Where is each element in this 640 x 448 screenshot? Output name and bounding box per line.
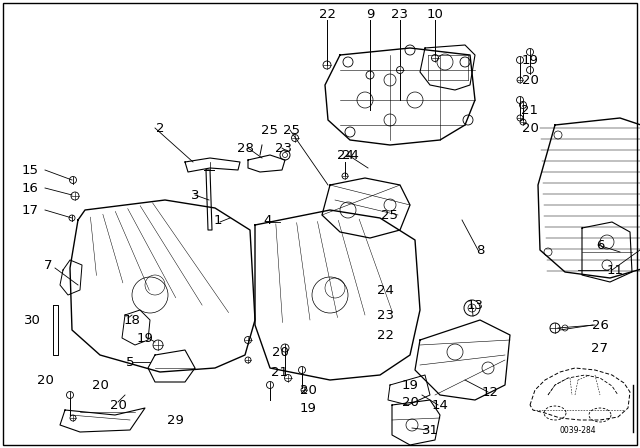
Text: 25: 25 bbox=[262, 124, 278, 137]
Text: 26: 26 bbox=[591, 319, 609, 332]
Text: 19: 19 bbox=[522, 53, 538, 66]
Text: 25: 25 bbox=[381, 208, 399, 221]
Text: 16: 16 bbox=[22, 181, 38, 194]
Text: 8: 8 bbox=[476, 244, 484, 257]
Text: 20: 20 bbox=[36, 374, 53, 387]
Text: 28: 28 bbox=[237, 142, 253, 155]
Text: 20: 20 bbox=[401, 396, 419, 409]
Text: 10: 10 bbox=[427, 8, 444, 21]
Text: 4: 4 bbox=[264, 214, 272, 227]
Text: 13: 13 bbox=[467, 298, 483, 311]
Text: 0039-284: 0039-284 bbox=[560, 426, 596, 435]
Text: 21: 21 bbox=[271, 366, 289, 379]
Text: 2: 2 bbox=[156, 121, 164, 134]
Text: 25: 25 bbox=[284, 124, 301, 137]
Text: 1: 1 bbox=[214, 214, 222, 227]
Text: 27: 27 bbox=[591, 341, 609, 354]
Text: 23: 23 bbox=[376, 309, 394, 322]
Text: 30: 30 bbox=[24, 314, 40, 327]
Text: 24: 24 bbox=[337, 148, 353, 161]
Text: 21: 21 bbox=[522, 103, 538, 116]
Text: 19: 19 bbox=[300, 401, 316, 414]
Text: 20: 20 bbox=[522, 73, 538, 86]
Text: 15: 15 bbox=[22, 164, 38, 177]
Text: 20: 20 bbox=[92, 379, 108, 392]
Text: 12: 12 bbox=[481, 385, 499, 399]
Text: 9: 9 bbox=[366, 8, 374, 21]
Text: 20: 20 bbox=[300, 383, 316, 396]
Text: 5: 5 bbox=[125, 356, 134, 369]
Text: 3: 3 bbox=[191, 189, 199, 202]
Text: 20: 20 bbox=[271, 345, 289, 358]
Text: 23: 23 bbox=[392, 8, 408, 21]
Text: 29: 29 bbox=[166, 414, 184, 426]
Text: 19: 19 bbox=[136, 332, 154, 345]
Text: 23: 23 bbox=[275, 142, 292, 155]
Text: 22: 22 bbox=[376, 328, 394, 341]
Text: 17: 17 bbox=[22, 203, 38, 216]
Text: 18: 18 bbox=[124, 314, 140, 327]
Text: 20: 20 bbox=[522, 121, 538, 134]
Text: 19: 19 bbox=[401, 379, 419, 392]
Text: 22: 22 bbox=[319, 8, 335, 21]
Text: 24: 24 bbox=[376, 284, 394, 297]
Text: 24: 24 bbox=[342, 148, 358, 161]
Text: 20: 20 bbox=[109, 399, 127, 412]
Text: 14: 14 bbox=[431, 399, 449, 412]
Text: 6: 6 bbox=[596, 238, 604, 251]
Text: 31: 31 bbox=[422, 423, 438, 436]
Text: 7: 7 bbox=[44, 258, 52, 271]
Text: 11: 11 bbox=[607, 263, 623, 276]
